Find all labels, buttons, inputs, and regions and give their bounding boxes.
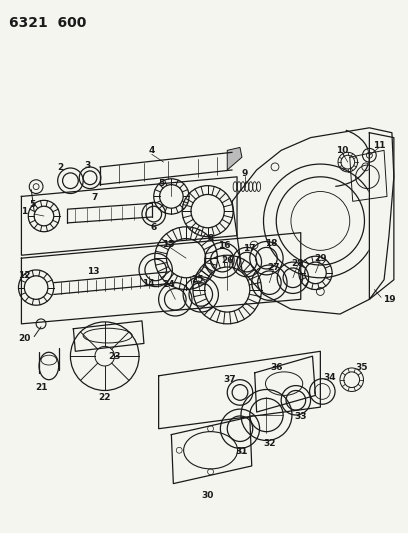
Text: 6: 6 [151, 223, 157, 232]
Text: 16: 16 [218, 241, 231, 250]
Text: 35: 35 [355, 364, 368, 373]
Text: 2: 2 [58, 163, 64, 172]
Text: 14: 14 [142, 279, 155, 288]
Text: 25: 25 [192, 275, 204, 284]
Text: 26: 26 [221, 256, 233, 264]
Text: 37: 37 [224, 375, 237, 384]
Text: 28: 28 [292, 259, 304, 268]
Text: 17: 17 [244, 244, 256, 253]
Text: 9: 9 [242, 169, 248, 179]
Text: 8: 8 [207, 234, 214, 243]
Text: 31: 31 [236, 447, 248, 456]
Text: 3: 3 [84, 160, 90, 169]
Text: 20: 20 [18, 334, 31, 343]
Text: 23: 23 [108, 352, 121, 361]
Text: 30: 30 [202, 491, 214, 500]
Text: 29: 29 [314, 254, 327, 263]
Text: 5: 5 [158, 179, 165, 188]
Text: 5: 5 [29, 200, 35, 209]
Text: 13: 13 [87, 268, 99, 277]
Text: 1: 1 [21, 207, 27, 216]
Text: 27: 27 [267, 263, 279, 272]
Text: 7: 7 [92, 193, 98, 202]
Text: 34: 34 [324, 373, 337, 382]
Text: 24: 24 [162, 280, 175, 289]
Text: 18: 18 [265, 239, 277, 248]
Text: 36: 36 [270, 364, 282, 373]
Text: 21: 21 [35, 383, 47, 392]
Text: 32: 32 [263, 439, 276, 448]
Text: 12: 12 [18, 271, 31, 280]
Polygon shape [227, 148, 242, 170]
Text: 10: 10 [336, 146, 348, 155]
Text: 6321  600: 6321 600 [9, 16, 86, 30]
Text: 22: 22 [98, 393, 111, 402]
Text: 15: 15 [162, 240, 175, 249]
Text: 4: 4 [149, 146, 155, 155]
Text: 19: 19 [383, 295, 395, 304]
Polygon shape [369, 133, 394, 300]
Text: 11: 11 [373, 141, 386, 150]
Text: 33: 33 [295, 413, 307, 422]
